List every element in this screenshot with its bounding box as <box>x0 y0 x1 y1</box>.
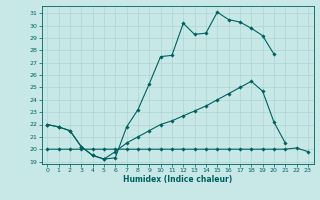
X-axis label: Humidex (Indice chaleur): Humidex (Indice chaleur) <box>123 175 232 184</box>
